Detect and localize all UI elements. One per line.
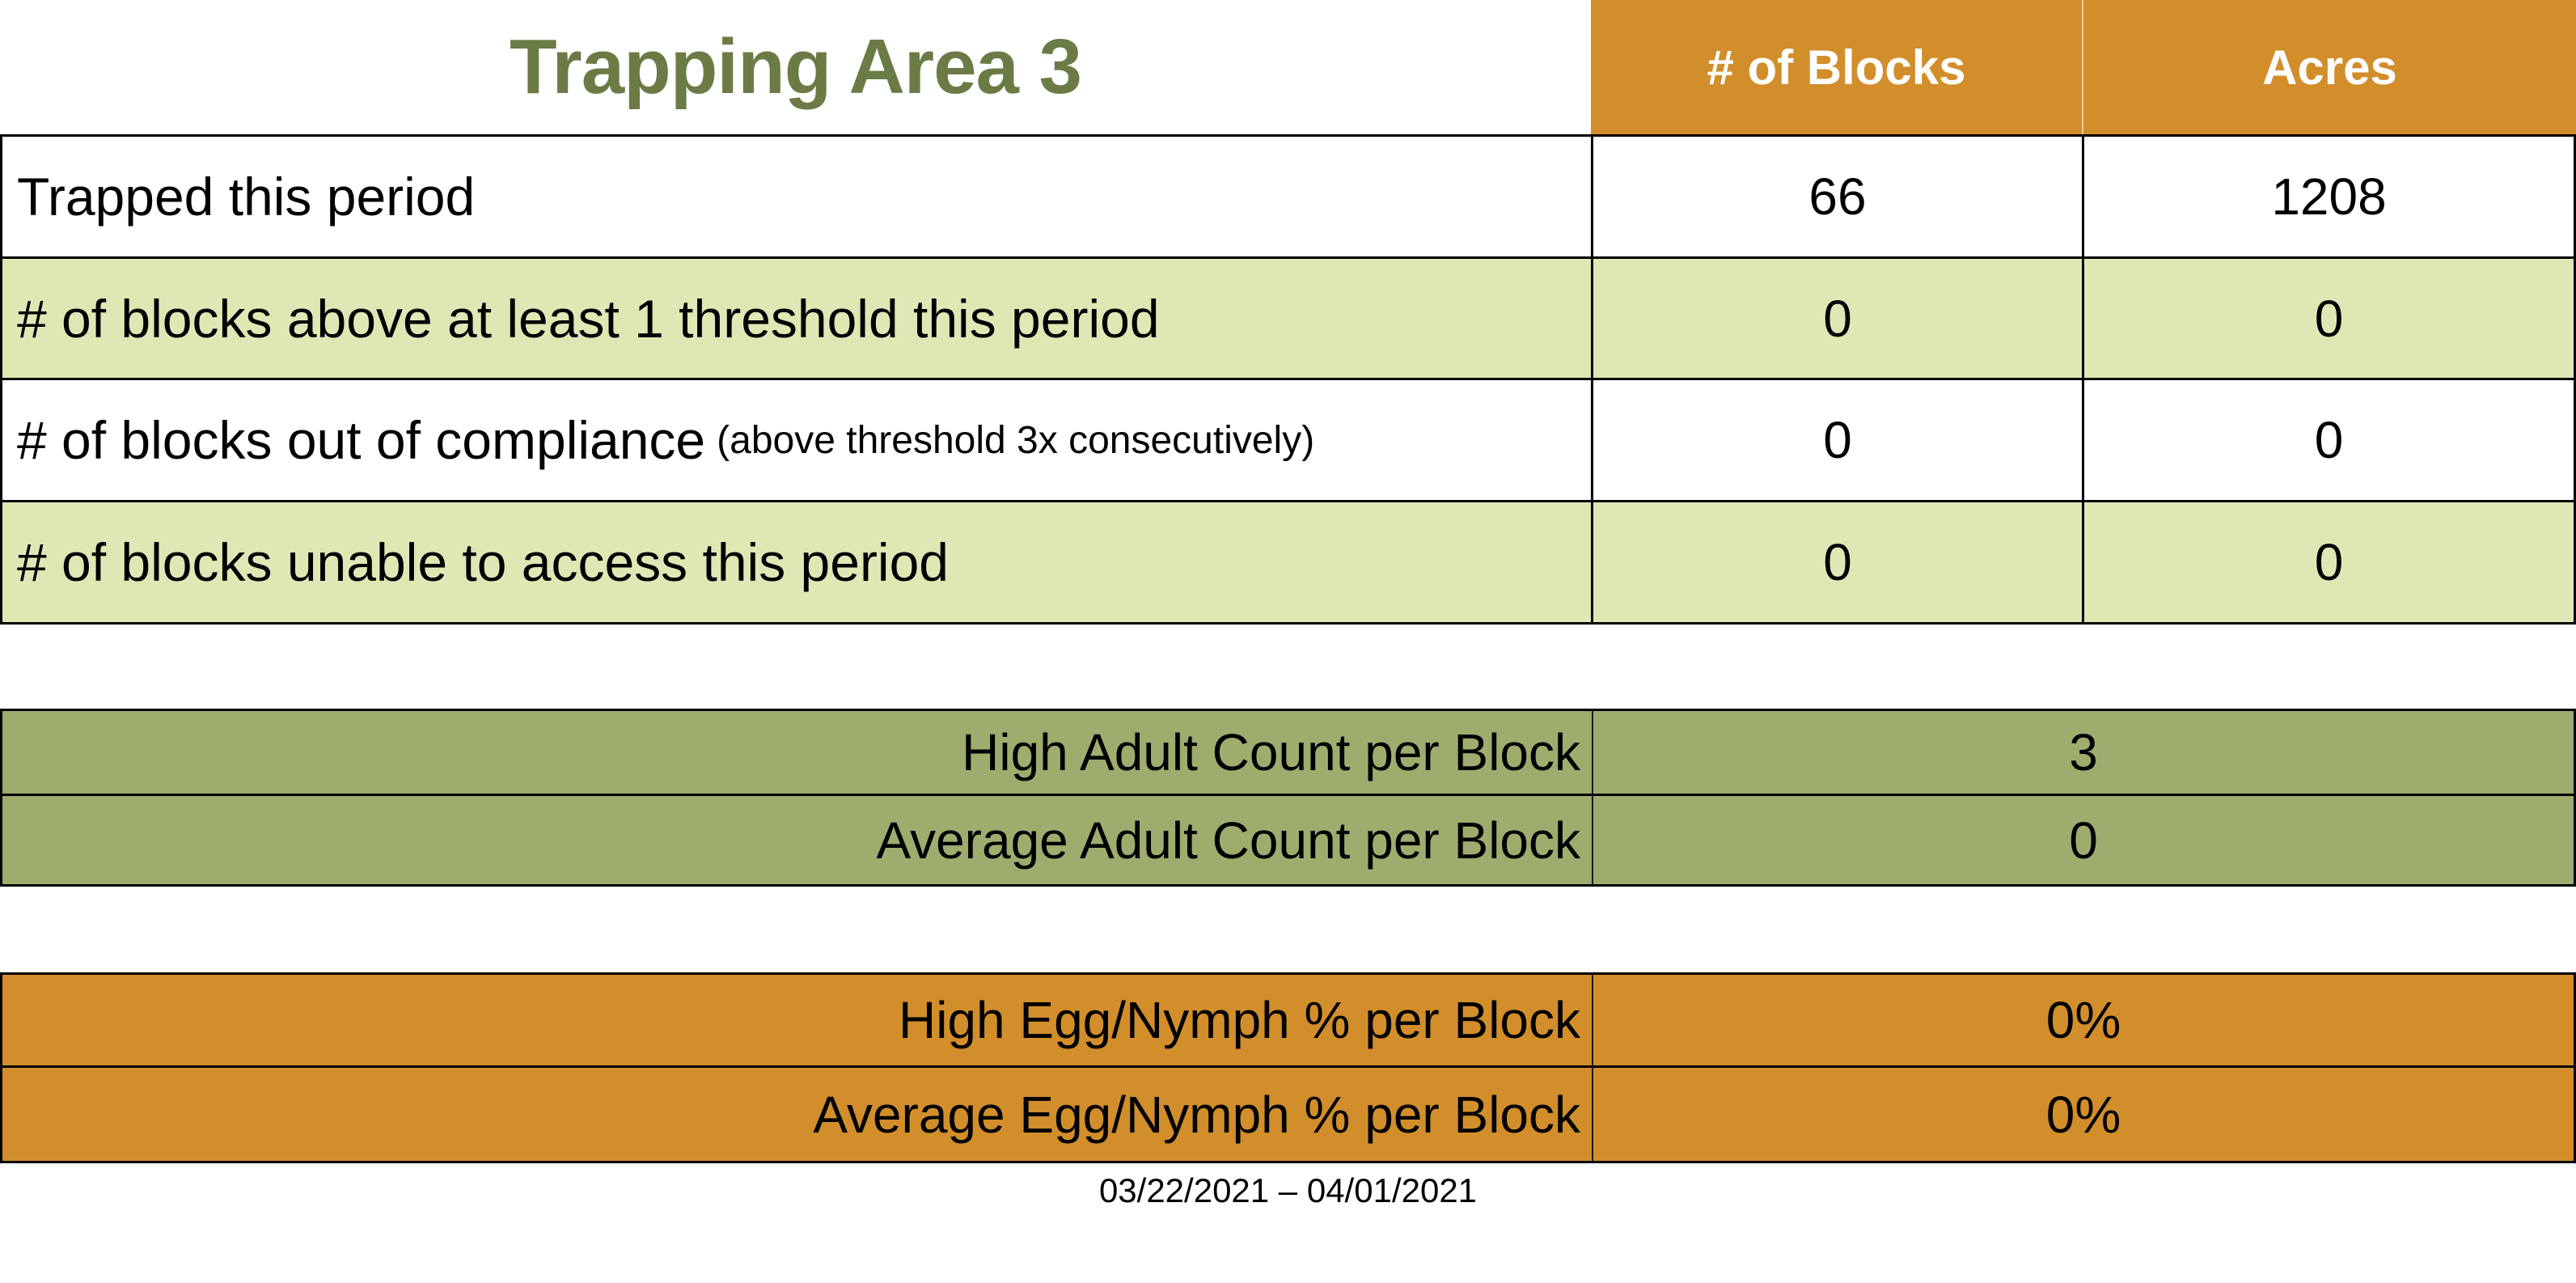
band-row-label: Average Egg/Nymph % per Block [2,1068,1593,1161]
table-row: # of blocks out of compliance (above thr… [2,380,2574,502]
row-blocks-cell: 0 [1593,380,2084,500]
row-acres-cell: 0 [2084,259,2574,378]
row-blocks-cell: 0 [1593,259,2084,378]
row-label: # of blocks above at least 1 threshold t… [17,288,1160,349]
column-header-acres-label: Acres [2262,40,2397,95]
row-label-cell: # of blocks unable to access this period [2,502,1593,622]
row-blocks-cell: 66 [1593,137,2084,256]
acres-value: 0 [2314,533,2344,591]
row-acres-cell: 1208 [2084,137,2574,256]
summary-table: Trapped this period 66 1208 # of blocks … [0,134,2576,625]
row-label: Trapped this period [17,167,476,227]
row-label-cell: # of blocks out of compliance (above thr… [2,380,1593,500]
page-title-cell: Trapping Area 3 [0,0,1591,134]
band-row-label: High Adult Count per Block [2,711,1593,794]
acres-value: 0 [2314,411,2344,469]
table-row: # of blocks above at least 1 threshold t… [2,259,2574,380]
band-row-label: Average Adult Count per Block [2,796,1593,884]
band-row-value: 0 [2069,811,2098,870]
table-row: # of blocks unable to access this period… [2,502,2574,622]
band-row: High Egg/Nymph % per Block 0% [2,975,2574,1068]
row-label-note: (above threshold 3x consecutively) [717,418,1315,462]
blocks-value: 0 [1823,289,1852,348]
row-label-cell: # of blocks above at least 1 threshold t… [2,259,1593,378]
band-row: High Adult Count per Block 3 [2,711,2574,796]
acres-value: 1208 [2271,167,2387,226]
table-row: Trapped this period 66 1208 [2,137,2574,259]
row-label: # of blocks out of compliance [17,410,706,470]
blocks-value: 0 [1823,411,1852,469]
blocks-value: 0 [1823,533,1852,591]
page-title: Trapping Area 3 [510,23,1082,110]
row-label-cell: Trapped this period [2,137,1593,256]
row-label: # of blocks unable to access this period [17,532,950,592]
column-header-blocks-label: # of Blocks [1707,40,1966,95]
band-row-value: 3 [2069,723,2098,781]
row-blocks-cell: 0 [1593,502,2084,622]
row-acres-cell: 0 [2084,380,2574,500]
band-row-label: High Egg/Nymph % per Block [2,975,1593,1065]
row-acres-cell: 0 [2084,502,2574,622]
acres-value: 0 [2314,289,2344,348]
blocks-value: 66 [1808,167,1867,226]
adult-count-band: High Adult Count per Block 3 Average Adu… [0,709,2576,887]
date-range: 03/22/2021 – 04/01/2021 [1098,1171,1478,1209]
egg-nymph-band: High Egg/Nymph % per Block 0% Average Eg… [0,972,2576,1163]
band-row-value: 0% [2045,1085,2121,1144]
column-header-acres: Acres [2082,0,2576,134]
band-row: Average Egg/Nymph % per Block 0% [2,1068,2574,1161]
column-header-blocks: # of Blocks [1591,0,2082,134]
band-row-value: 0% [2045,991,2121,1049]
band-row: Average Adult Count per Block 0 [2,796,2574,884]
